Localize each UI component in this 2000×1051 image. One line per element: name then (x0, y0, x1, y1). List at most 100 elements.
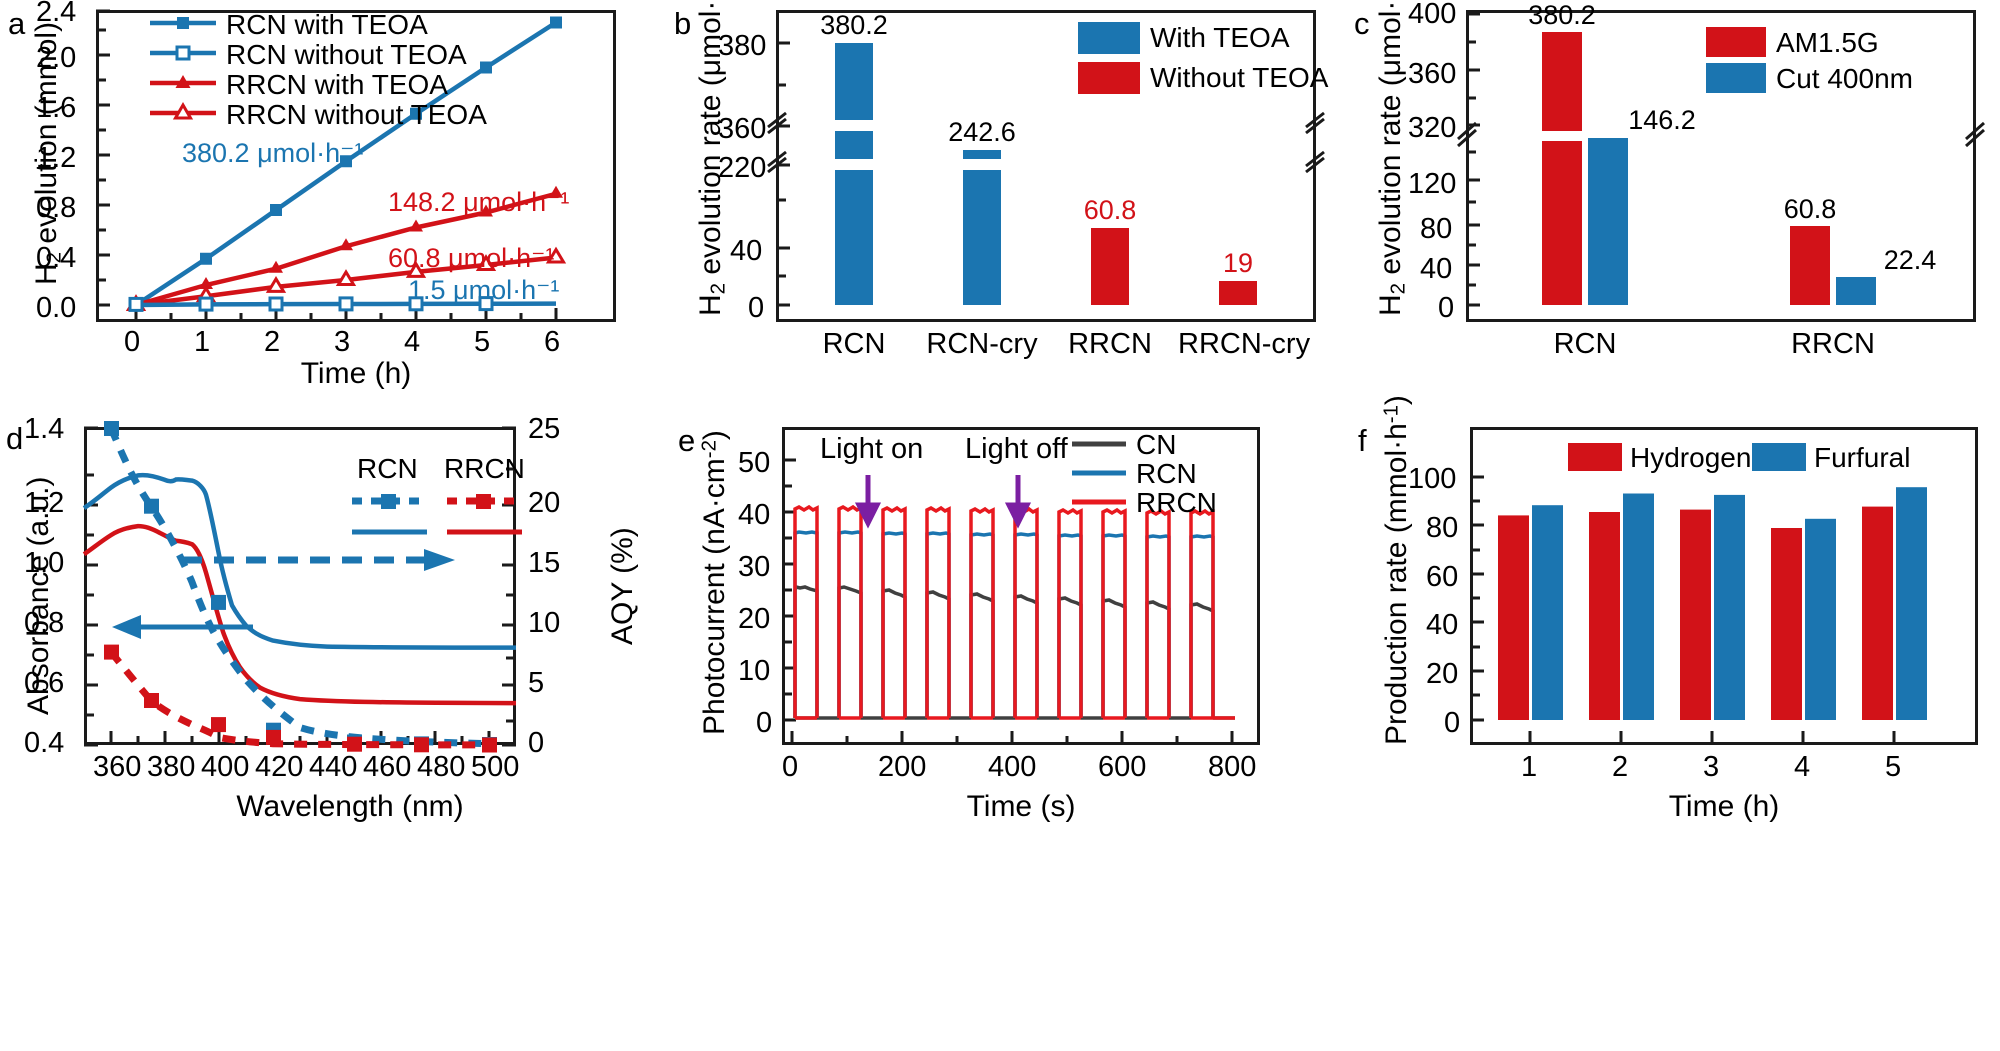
panel-a-xtick-4: 4 (404, 326, 421, 358)
panel-d-ytick-left-3: 1.0 (24, 547, 65, 579)
panel-d-plot-area (84, 427, 516, 745)
panel-e-canvas (782, 441, 1235, 745)
panel-f-ytick-3: 60 (1426, 561, 1459, 593)
panel-f-ytick-0: 0 (1444, 707, 1461, 739)
panel-b-legend-label-0: With TEOA (1150, 22, 1290, 53)
panel-a-ytick-3: 1.2 (36, 142, 77, 174)
panel-c: c H2 evolution rate (μmol·h-1) 0 40 80 1… (1340, 0, 2000, 400)
markers-rrcn-aqy (104, 644, 497, 753)
panel-e-xtick-2: 400 (988, 751, 1037, 783)
series-rrcn (793, 504, 1235, 720)
panel-d-xtick-7: 500 (471, 751, 520, 783)
panel-a-ytick-4: 1.6 (36, 92, 77, 124)
panel-b-category-2: RRCN (1068, 328, 1152, 360)
panel-a-xtick-2: 2 (264, 326, 281, 358)
panel-a-ytick-6: 2.4 (36, 0, 77, 28)
panel-f-xtick-0: 1 (1521, 751, 1538, 783)
panel-a-ytick-0: 0.0 (36, 292, 77, 324)
panel-e-legend-label-2: RRCN (1136, 487, 1217, 518)
panel-f-legend-swatches (1568, 443, 1806, 471)
panel-d-x-axis-title: Wavelength (nm) (236, 790, 464, 823)
panel-a-xtick-3: 3 (334, 326, 351, 358)
panel-c-legend-label-1: Cut 400nm (1776, 63, 1913, 94)
panel-a-xtick-5: 5 (474, 326, 491, 358)
panel-b-ytick-2: 220 (718, 152, 767, 184)
panel-e-ytick-0: 0 (756, 707, 773, 739)
panel-b-ytick-1: 40 (730, 235, 763, 267)
panel-f-xtick-4: 5 (1885, 751, 1902, 783)
panel-d-xtick-3: 420 (255, 751, 304, 783)
panel-d-ytick-right-5: 25 (528, 413, 561, 445)
panel-d-ytick-right-2: 10 (528, 607, 561, 639)
panel-e-annotation-light-off: Light off (965, 433, 1068, 465)
panel-c-category-0: RCN (1553, 328, 1617, 360)
panel-d-legend-header-1: RRCN (444, 453, 525, 484)
panel-a-legend-glyphs (150, 17, 216, 120)
panel-f-ytick-2: 40 (1426, 609, 1459, 641)
panel-d-xtick-2: 400 (201, 751, 250, 783)
panel-f-x-axis-title: Time (h) (1668, 790, 1780, 823)
panel-d-legend-glyphs (352, 494, 522, 535)
panel-b-category-0: RCN (822, 328, 886, 360)
panel-d-ytick-right-1: 5 (528, 667, 545, 699)
panel-e-annotation-light-on: Light on (820, 433, 924, 465)
panel-d-xtick-0: 360 (93, 751, 142, 783)
panel-d-ytick-right-4: 20 (528, 487, 561, 519)
panel-d-ytick-right-3: 15 (528, 547, 561, 579)
panel-a: a H2 evolution (mmol) Time (h) 0.0 0.4 0… (0, 0, 660, 400)
panel-e-xtick-0: 0 (782, 751, 799, 783)
panel-f-ytick-5: 100 (1408, 463, 1457, 495)
panel-a-canvas (96, 9, 567, 322)
panel-c-bar-value-3: 22.4 (1883, 245, 1937, 275)
panel-e-ytick-1: 10 (738, 655, 771, 687)
panel-d-canvas (82, 421, 522, 753)
panel-b-legend-label-1: Without TEOA (1150, 62, 1329, 93)
panel-d-arrow-right-head (424, 549, 455, 571)
panel-a-x-axis-title: Time (h) (300, 357, 412, 390)
panel-c-ytick-1: 40 (1420, 253, 1453, 285)
panel-c-legend-label-0: AM1.5G (1776, 27, 1879, 58)
panel-c-ytick-2: 80 (1420, 213, 1453, 245)
panel-a-legend-label-0: RCN with TEOA (226, 9, 428, 40)
series-rrcn-absorbance (82, 523, 517, 706)
panel-a-annotation-0: 380.2 μmol·h⁻¹ (182, 138, 364, 168)
panel-b-axis-break-marks (767, 111, 1325, 174)
panel-f-canvas (1470, 443, 1927, 745)
panel-f-ytick-1: 20 (1426, 658, 1459, 690)
panel-d-ytick-left-5: 1.4 (24, 413, 65, 445)
panel-c-bar-value-2: 60.8 (1783, 194, 1837, 224)
panel-f-xtick-1: 2 (1612, 751, 1629, 783)
panel-b-ytick-3: 360 (718, 113, 767, 145)
panel-f-xtick-3: 4 (1794, 751, 1811, 783)
panel-a-ytick-1: 0.4 (36, 242, 77, 274)
series-rcn-absorbance (82, 472, 517, 650)
panel-f-label: f (1358, 423, 1367, 458)
panel-a-xtick-1: 1 (194, 326, 211, 358)
panel-d-ytick-left-1: 0.6 (24, 667, 65, 699)
panel-e-label: e (678, 423, 696, 458)
panel-f-legend-label-1: Furfural (1814, 442, 1911, 473)
panel-d-legend-header-0: RCN (357, 453, 418, 484)
panel-b-category-3: RRCN-cry (1178, 328, 1311, 360)
series-cn (793, 584, 1235, 720)
panel-e-light-on-arrow (854, 475, 882, 529)
panel-d-ytick-left-0: 0.4 (24, 727, 65, 759)
panel-a-legend-label-1: RCN without TEOA (226, 39, 467, 70)
panel-f-legend-label-0: Hydrogen (1630, 442, 1752, 473)
panel-a-xtick-6: 6 (544, 326, 561, 358)
panel-c-bar-value-1: 146.2 (1628, 105, 1696, 135)
markers-rcn-without-teoa (128, 296, 494, 312)
panel-a-ytick-2: 0.8 (36, 192, 77, 224)
panel-b-break-gaps (828, 120, 1008, 170)
panel-b: b H2 evolution rate (μmol·h-1) 0 40 220 … (660, 0, 1340, 400)
panel-d-ytick-left-4: 1.2 (24, 487, 65, 519)
panel-c-axis-break-marks (1457, 121, 1985, 148)
panel-c-ytick-0: 0 (1438, 292, 1455, 324)
panel-d-xtick-1: 380 (147, 751, 196, 783)
panel-e-legend-label-0: CN (1136, 429, 1177, 460)
panel-d-xtick-4: 440 (309, 751, 358, 783)
panel-b-category-1: RCN-cry (926, 328, 1038, 360)
panel-e-ytick-4: 40 (738, 499, 771, 531)
panel-e-ytick-5: 50 (738, 447, 771, 479)
